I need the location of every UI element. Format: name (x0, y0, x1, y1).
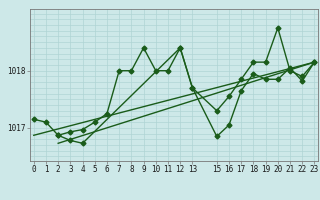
Text: Graphe pression niveau de la mer (hPa): Graphe pression niveau de la mer (hPa) (58, 184, 262, 193)
